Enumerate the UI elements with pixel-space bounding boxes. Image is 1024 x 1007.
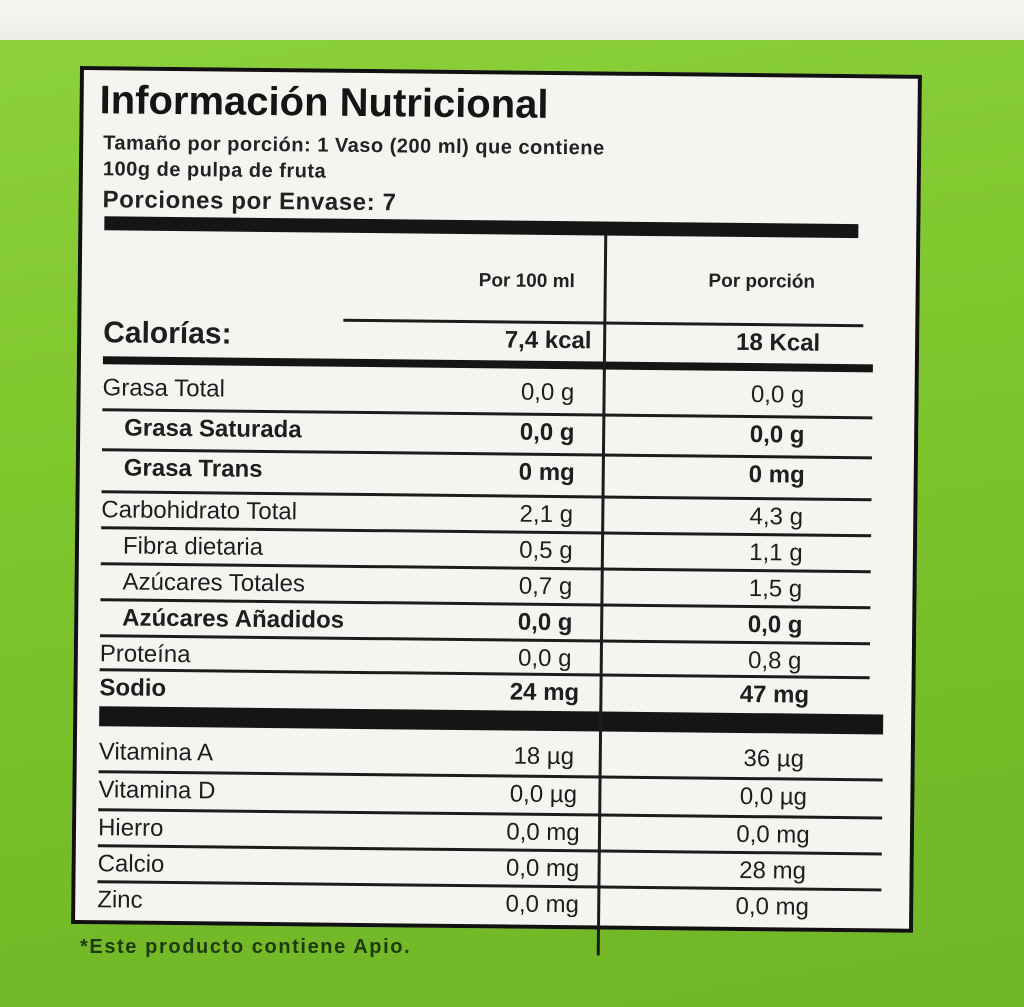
micronutrient-label: Hierro [97, 814, 164, 842]
footnote: *Este producto contiene Apio. [80, 936, 412, 958]
micronutrient-row: Zinc 0,0 mg 0,0 mg [97, 882, 897, 926]
value-per-100: 0,0 mg [505, 854, 580, 883]
value-per-serving: 0,0 g [749, 421, 805, 449]
value-per-serving: 0,0 mg [735, 892, 810, 921]
nutrient-label: Fibra dietaria [122, 532, 264, 561]
value-per-serving: 1,5 g [748, 575, 803, 603]
calories-per-100: 7,4 kcal [504, 326, 592, 355]
value-per-100: 0,5 g [519, 536, 573, 565]
micronutrient-label: Vitamina D [98, 776, 216, 805]
serving-size-line2: 100g de pulpa de fruta [102, 158, 327, 183]
value-per-serving: 0,0 µg [739, 782, 808, 811]
nutrient-label: Sodio [99, 674, 167, 702]
value-per-serving: 28 mg [739, 856, 807, 885]
micronutrient-label: Zinc [97, 886, 143, 914]
value-per-100: 0,0 g [519, 418, 575, 447]
servings-per-container: Porciones por Envase: 7 [102, 186, 397, 217]
value-per-100: 0,0 µg [509, 780, 578, 809]
value-per-serving: 0 mg [748, 461, 805, 489]
nutrient-label: Carbohidrato Total [101, 496, 298, 526]
value-per-serving: 36 µg [743, 744, 805, 773]
value-per-100: 0,0 g [517, 608, 573, 637]
value-per-100: 0,0 mg [505, 890, 580, 919]
value-per-serving: 4,3 g [749, 503, 804, 531]
value-per-serving: 0,8 g [747, 647, 802, 675]
micronutrient-label: Vitamina A [98, 738, 214, 767]
calories-per-serving: 18 Kcal [735, 328, 821, 357]
value-per-serving: 0,0 mg [736, 820, 810, 849]
nutrient-label: Grasa Saturada [124, 414, 302, 444]
nutrition-label: Información Nutricional Tamaño por porci… [71, 66, 922, 956]
nutrient-label: Azúcares Totales [122, 568, 306, 598]
value-per-100: 2,1 g [519, 500, 574, 529]
column-header-per-100: Por 100 ml [478, 270, 575, 293]
value-per-100: 0,0 g [520, 378, 575, 407]
value-per-100: 24 mg [509, 678, 580, 707]
calories-label: Calorías: [103, 316, 232, 351]
nutrient-row: Grasa Total 0,0 g 0,0 g [102, 370, 902, 414]
value-per-serving: 0,0 g [747, 611, 803, 639]
nutrient-label: Grasa Trans [123, 454, 263, 483]
value-per-serving: 47 mg [739, 680, 810, 709]
nutrient-row: Grasa Saturada 0,0 g 0,0 g [102, 410, 902, 454]
value-per-100: 0,0 mg [506, 818, 580, 847]
value-per-serving: 1,1 g [749, 539, 803, 567]
background-top [0, 0, 1024, 46]
value-per-100: 0 mg [518, 458, 575, 487]
thick-divider [104, 216, 859, 239]
column-header-per-serving: Por porción [708, 270, 816, 293]
nutrient-label: Grasa Total [102, 374, 226, 403]
label-title: Información Nutricional [99, 78, 549, 127]
nutrient-row: Grasa Trans 0 mg 0 mg [102, 450, 902, 494]
value-per-100: 0,0 g [517, 644, 572, 673]
value-per-100: 18 µg [513, 742, 575, 771]
value-per-100: 0,7 g [518, 572, 573, 601]
nutrient-label: Proteína [99, 640, 191, 669]
calories-row: Calorías: 7,4 kcal 18 Kcal [103, 316, 903, 360]
micronutrient-label: Calcio [97, 850, 165, 878]
nutrient-label: Azúcares Añadidos [122, 604, 345, 634]
value-per-serving: 0,0 g [750, 381, 805, 409]
serving-size: Tamaño por porción: 1 Vaso (200 ml) que … [103, 130, 605, 187]
